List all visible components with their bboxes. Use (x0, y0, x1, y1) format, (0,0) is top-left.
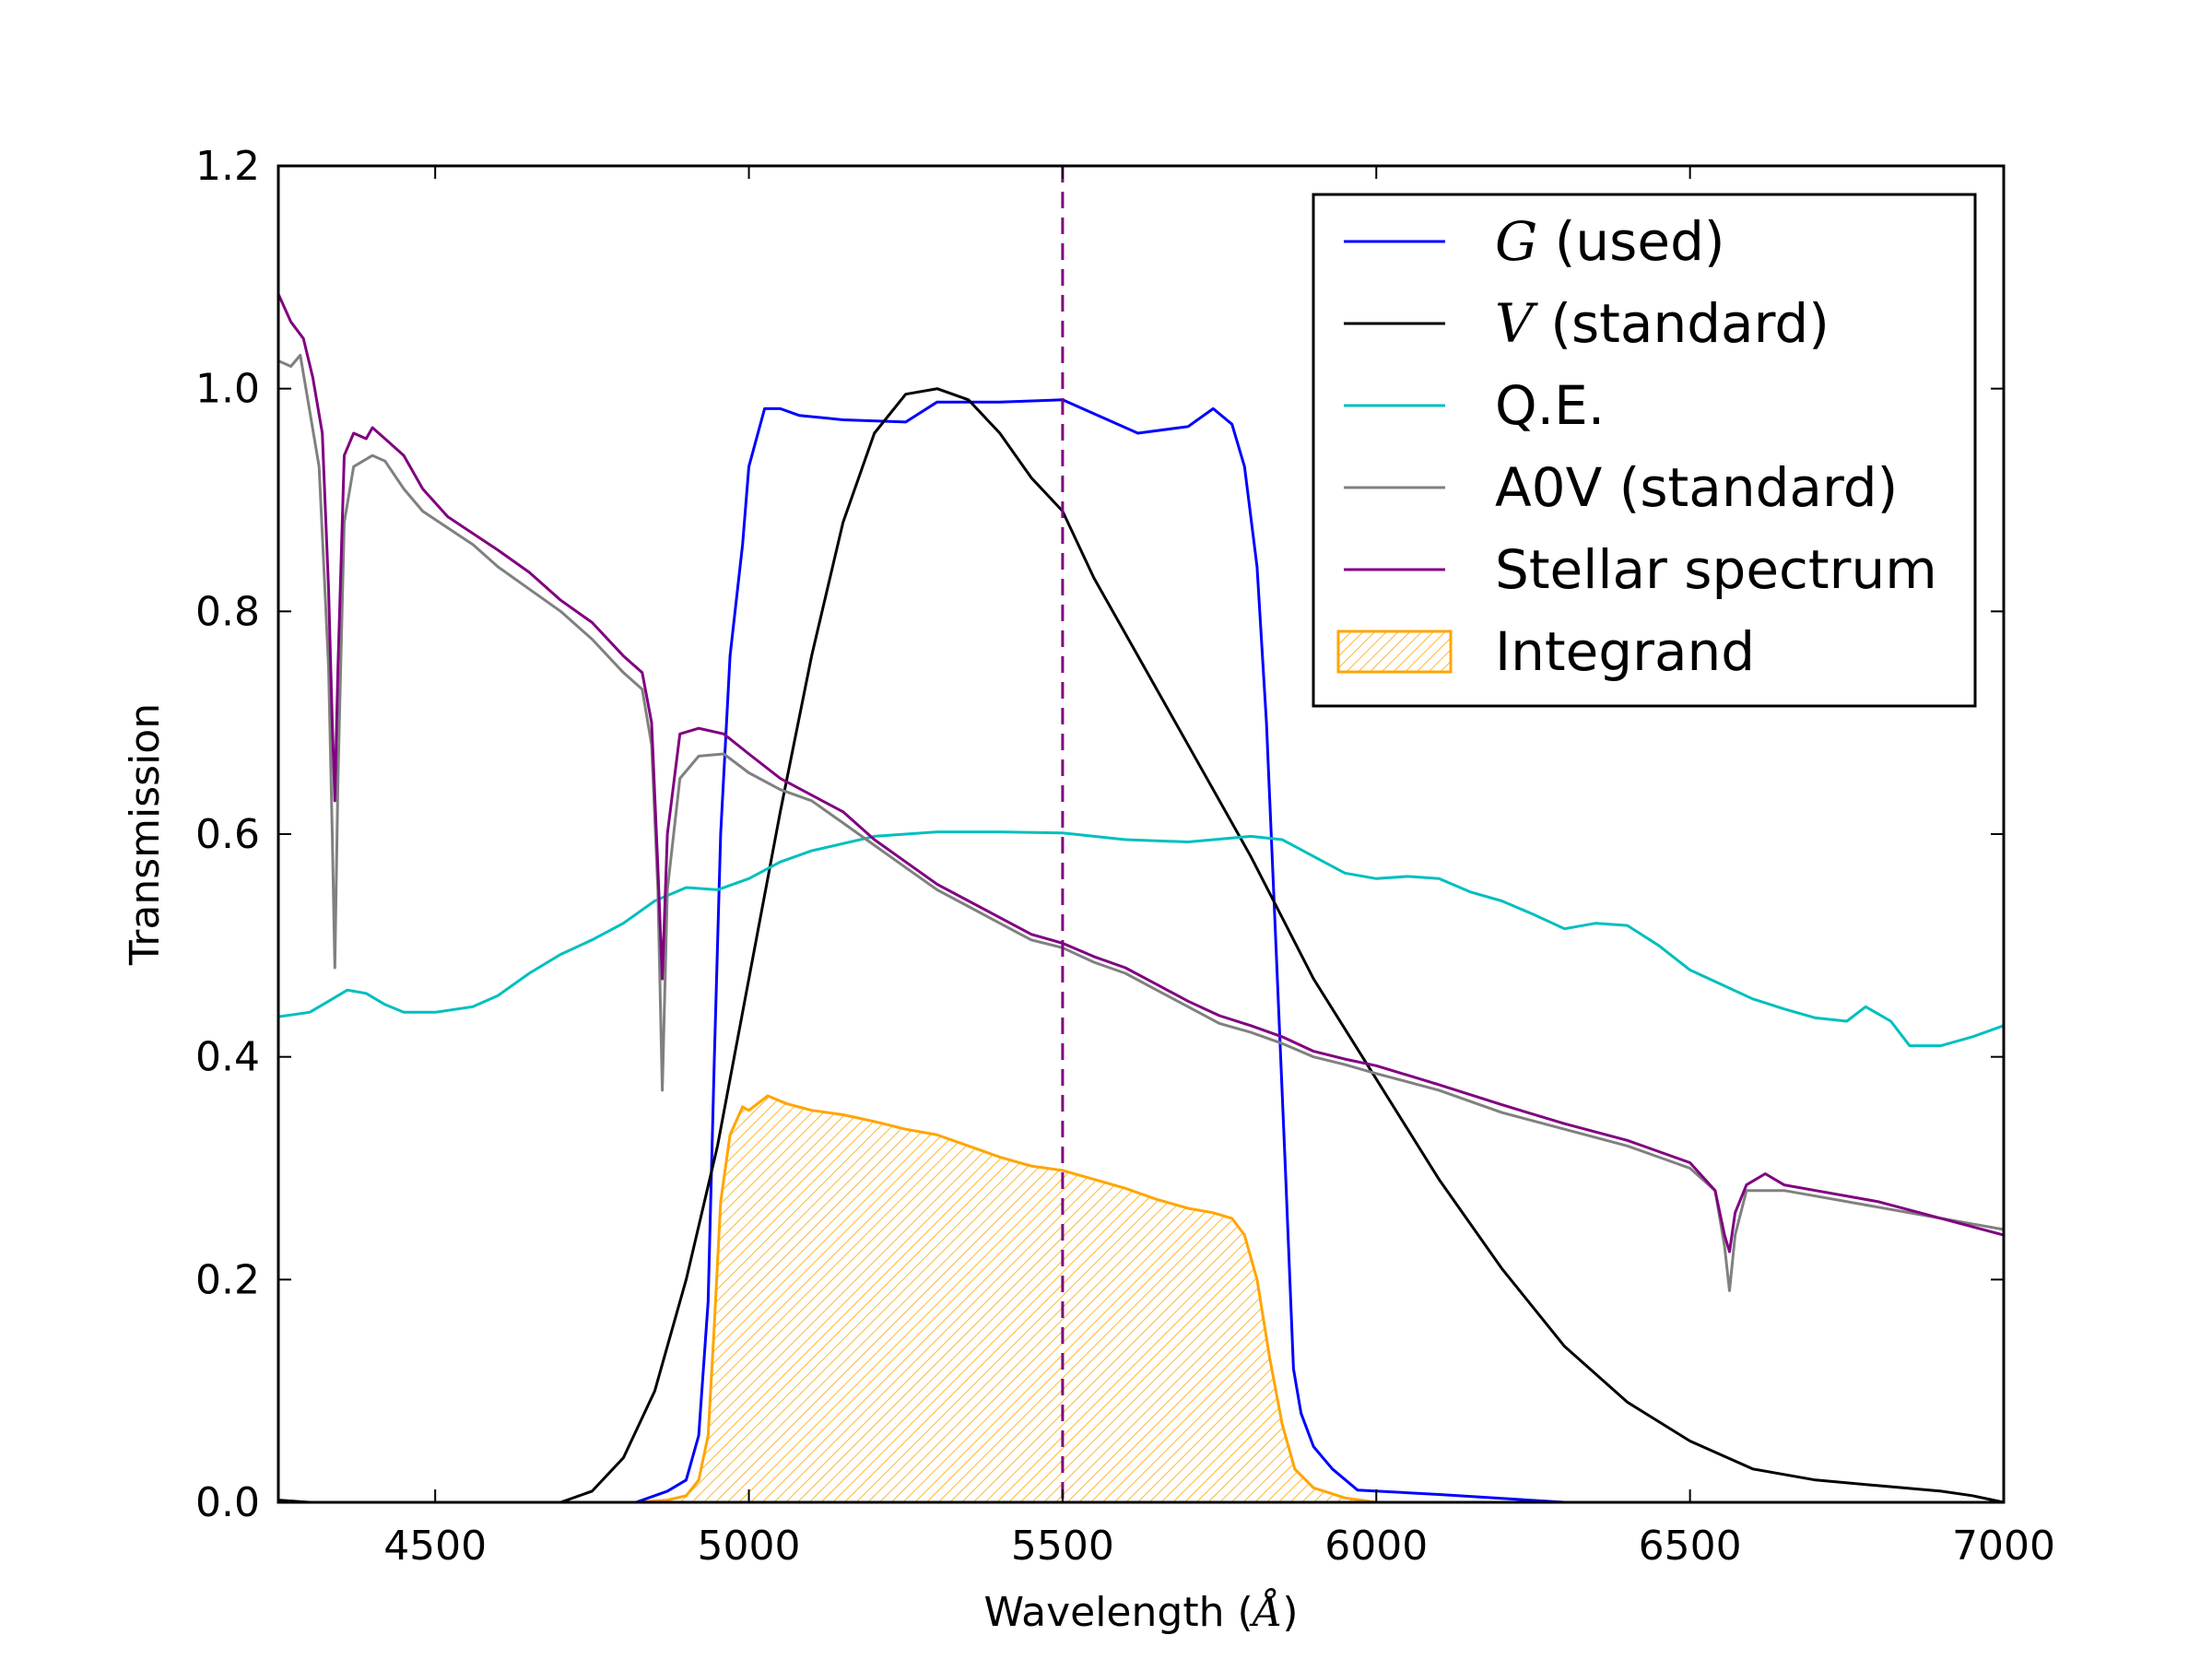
series-QE-line (278, 830, 2004, 1048)
y-tick-label: 0.4 (195, 1034, 260, 1081)
legend-label-stellar: Stellar spectrum (1495, 538, 1937, 601)
series-integrand-fill (636, 1096, 1377, 1502)
legend-label-integrand: Integrand (1495, 620, 1755, 683)
legend: G (used) V (standard) Q.E. A0V (standard) St… (1312, 193, 1977, 708)
series-layer (278, 166, 2004, 1502)
legend-box (1312, 193, 1977, 708)
series-stellar-line (278, 293, 2004, 1253)
legend-swatch-integrand (1336, 629, 1453, 674)
x-axis-title: Wavelength (Å) (983, 1587, 1298, 1636)
legend-label-G: G (used) (1495, 210, 1725, 273)
plot-area (278, 166, 2004, 1502)
y-tick-label: 0.8 (195, 588, 260, 635)
x-tick-label: 4500 (383, 1523, 487, 1570)
y-tick-label: 1.2 (195, 143, 260, 190)
series-V-line (278, 387, 2004, 1502)
y-tick-label: 0.2 (195, 1256, 260, 1303)
x-tick-label: 6000 (1324, 1523, 1428, 1570)
series-A0V-line (278, 353, 2004, 1292)
y-tick-label: 1.0 (195, 366, 260, 413)
series-integrand-line (635, 1094, 1377, 1502)
legend-label-V: V (standard) (1495, 292, 1830, 355)
x-tick-label: 5000 (698, 1523, 801, 1570)
legend-label-QE: Q.E. (1495, 374, 1605, 437)
y-tick-label: 0.0 (195, 1479, 260, 1526)
x-tick-label: 6500 (1639, 1523, 1742, 1570)
axis-ticks: 4500 5000 5500 6000 6500 7000 0.0 0.2 0.4 0.6 0.8 1… (195, 143, 2055, 1570)
legend-label-A0V: A0V (standard) (1495, 456, 1898, 519)
y-axis-title: Transmission (122, 703, 169, 966)
angstrom-unit: Å (1249, 1587, 1283, 1636)
y-tick-label: 0.6 (195, 811, 260, 858)
x-tick-label: 5500 (1011, 1523, 1114, 1570)
x-tick-label: 7000 (1952, 1523, 2055, 1570)
